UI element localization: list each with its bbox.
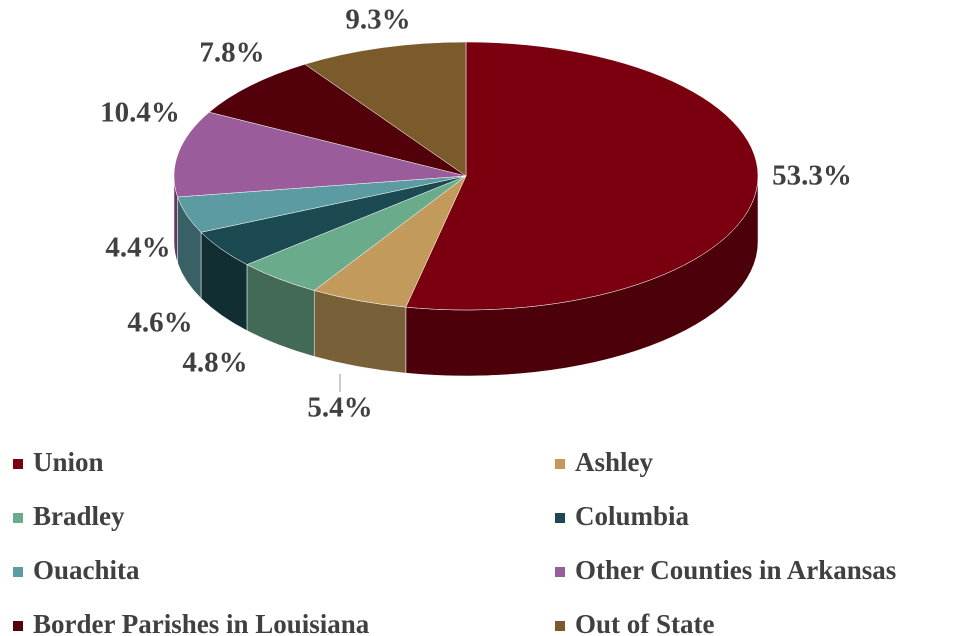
slice (173, 111, 467, 198)
data-label: 4.8% (182, 347, 247, 379)
data-label: 9.3% (345, 4, 410, 36)
legend-label: Ouachita (33, 555, 140, 585)
legend-label: Union (33, 447, 104, 477)
legend-swatch (555, 459, 565, 469)
data-label: 10.4% (100, 97, 180, 129)
legend-label: Out of State (575, 609, 714, 636)
legend-label: Bradley (33, 501, 125, 531)
legend-swatch (13, 459, 23, 469)
legend-swatch (555, 621, 565, 631)
legend-swatch (13, 621, 23, 631)
data-label: 53.3% (772, 160, 852, 192)
legend-swatch (555, 567, 565, 577)
legend-swatch (13, 567, 23, 577)
slice (304, 41, 467, 177)
legend-label: Other Counties in Arkansas (575, 555, 896, 585)
data-label: 4.4% (105, 232, 170, 264)
legend-label: Ashley (575, 447, 654, 477)
data-label: 4.6% (127, 307, 192, 339)
data-label: 7.8% (199, 37, 264, 69)
legend-label: Border Parishes in Louisiana (33, 609, 370, 636)
legend-label: Columbia (575, 501, 690, 531)
data-label: 5.4% (307, 392, 372, 424)
slice (405, 41, 759, 311)
legend-swatch (13, 513, 23, 523)
slice (208, 63, 467, 177)
legend-swatch (555, 513, 565, 523)
